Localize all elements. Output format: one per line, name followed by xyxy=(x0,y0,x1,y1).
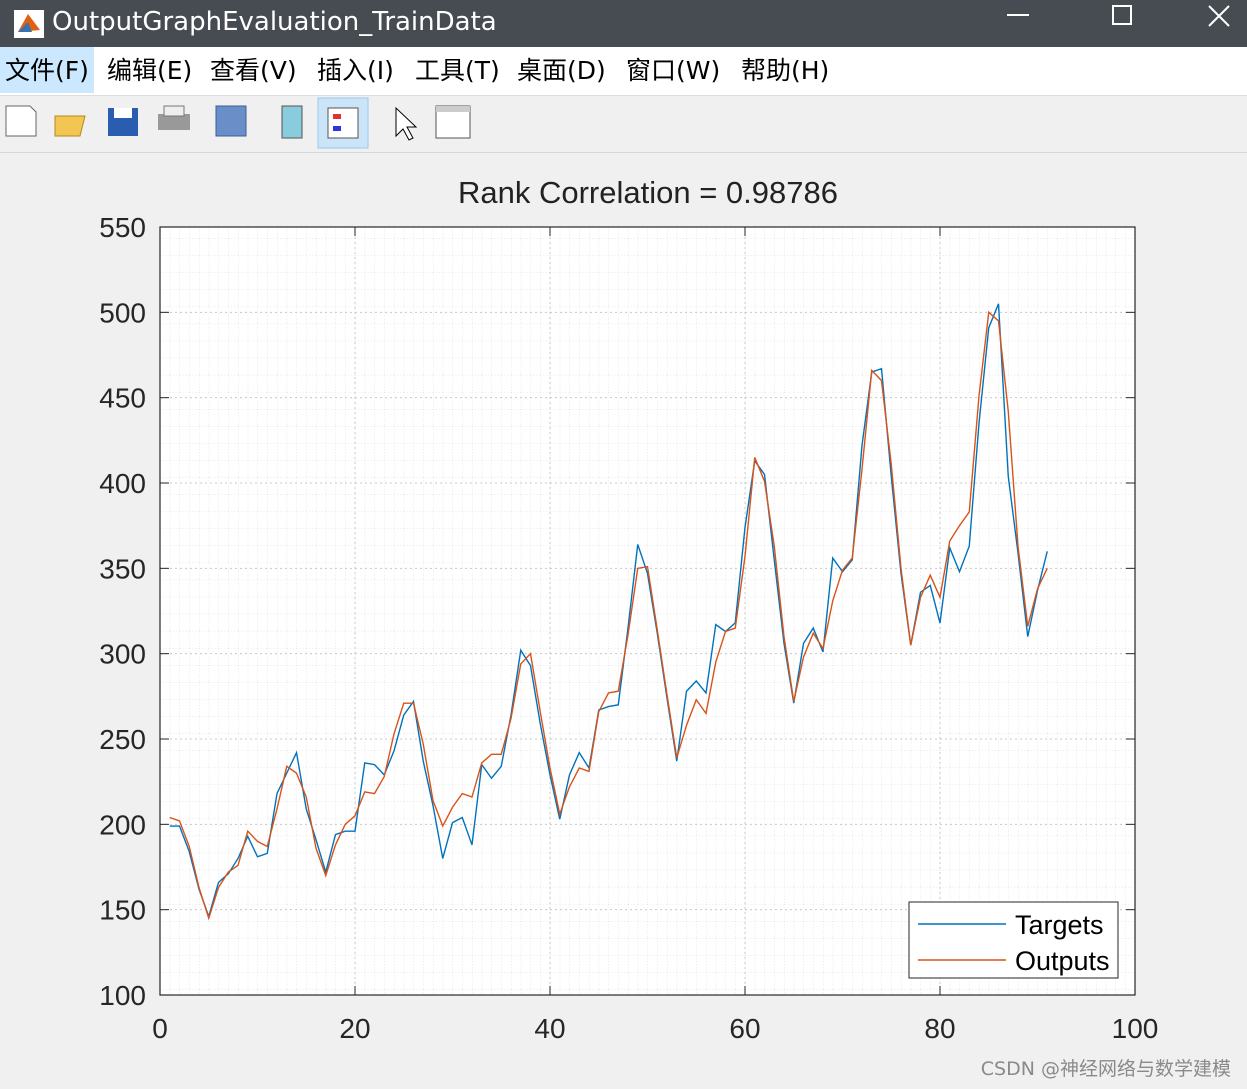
watermark: CSDN @神经网络与数学建模 xyxy=(980,1058,1231,1080)
legend-label: Targets xyxy=(1015,910,1104,940)
y-tick-label: 150 xyxy=(99,895,146,926)
x-tick-label: 20 xyxy=(339,1013,370,1044)
y-tick-label: 100 xyxy=(99,980,146,1011)
menu-bar: 文件(F) 编辑(E) 查看(V) 插入(I) 工具(T) 桌面(D) 窗口(W) 帮助(H) xyxy=(0,47,1247,96)
y-tick-label: 500 xyxy=(99,297,146,328)
menu-item[interactable]: 帮助(H) xyxy=(741,56,830,85)
series-line xyxy=(169,310,1048,921)
window-controls[interactable] xyxy=(987,0,1247,47)
menu-item[interactable]: 插入(I) xyxy=(317,56,394,85)
toolbar-icons[interactable] xyxy=(0,96,500,152)
window-title: OutputGraphEvaluation_TrainData xyxy=(52,7,497,37)
menu-item[interactable]: 桌面(D) xyxy=(517,56,606,85)
menu-item[interactable]: 文件(F) xyxy=(0,47,94,93)
legend-box xyxy=(908,901,1119,979)
y-tick-label: 400 xyxy=(99,468,146,499)
minor-grid xyxy=(160,227,1135,995)
app-icon xyxy=(14,10,44,38)
title-bar: OutputGraphEvaluation_TrainData xyxy=(0,0,1247,47)
y-tick-label: 450 xyxy=(99,383,146,414)
axes-box xyxy=(159,226,1136,996)
chart-title: Rank Correlation = 0.98786 xyxy=(458,175,838,210)
menu-item[interactable]: 工具(T) xyxy=(415,56,500,85)
y-tick-label: 200 xyxy=(99,809,146,840)
menu-item[interactable]: 窗口(W) xyxy=(626,56,721,85)
legend: Targets Outputs xyxy=(908,901,1119,979)
menu-item[interactable]: 编辑(E) xyxy=(107,56,193,85)
y-tick-label: 350 xyxy=(99,553,146,584)
y-tick-label: 550 xyxy=(99,212,146,243)
y-tick-label: 250 xyxy=(99,724,146,755)
menu-item[interactable]: 查看(V) xyxy=(210,56,297,85)
toolbar xyxy=(0,96,1247,153)
chart: Rank Correlation = 0.98786 0 20 40 60 80 100 1… xyxy=(99,175,1159,1044)
x-tick-label: 0 xyxy=(152,1013,168,1044)
x-tick-label: 100 xyxy=(1112,1013,1159,1044)
x-tick-label: 60 xyxy=(729,1013,760,1044)
legend-label: Outputs xyxy=(1015,946,1110,976)
y-tick-label: 300 xyxy=(99,639,146,670)
x-tick-label: 80 xyxy=(924,1013,955,1044)
x-tick-label: 40 xyxy=(534,1013,565,1044)
